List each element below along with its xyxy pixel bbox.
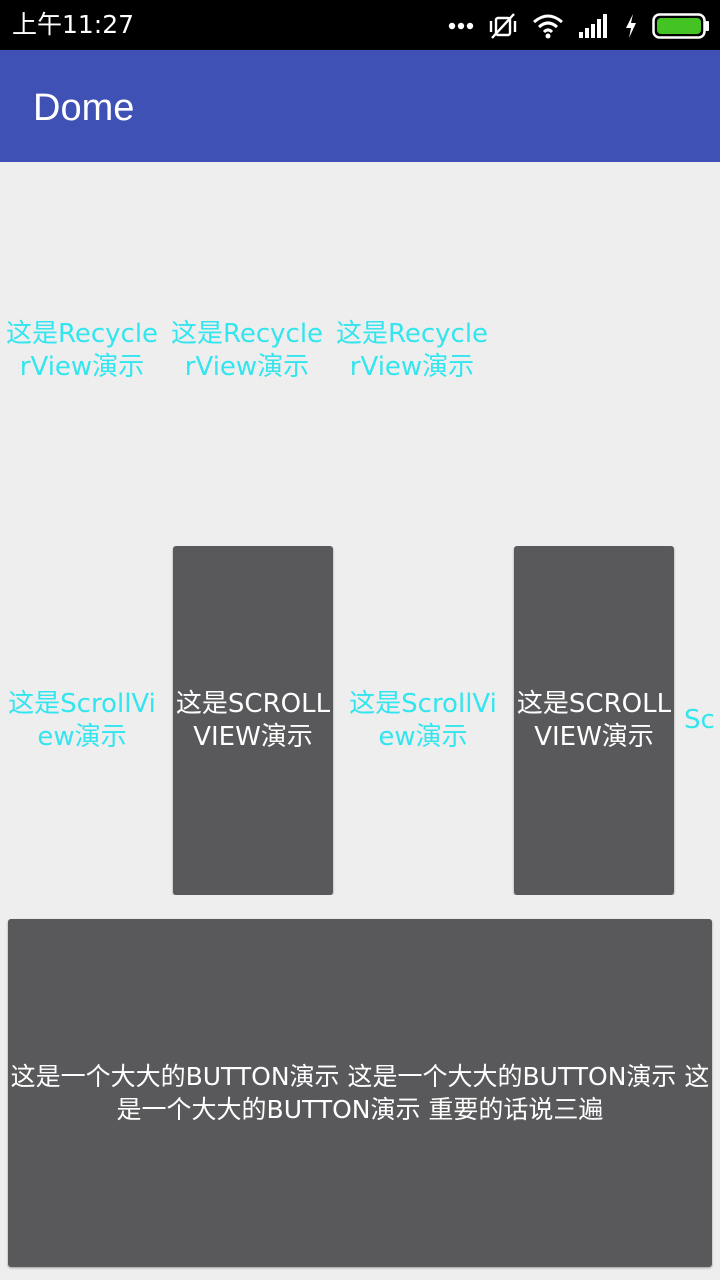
big-button[interactable]: 这是一个大大的BUTTON演示 这是一个大大的BUTTON演示 这是一个大大的B… <box>8 919 712 1267</box>
battery-icon <box>652 13 710 39</box>
recycler-item[interactable]: 这是RecyclerView演示 <box>335 319 489 382</box>
app-bar: Dome <box>0 50 720 162</box>
scroll-item-text: 这是ScrollView演示 <box>8 688 156 752</box>
status-bar: 上午11:27 <box>0 0 720 50</box>
recycler-item[interactable]: 这是RecyclerView演示 <box>170 319 324 382</box>
recycler-item[interactable]: 这是RecyclerView演示 <box>5 319 159 382</box>
more-dots-icon <box>448 22 474 30</box>
scroll-item-button[interactable]: 这是SCROLLVIEW演示 <box>514 546 674 895</box>
status-icons <box>448 12 710 40</box>
signal-icon <box>578 14 610 38</box>
horizontal-scroll-view[interactable]: 这是ScrollView演示 这是SCROLLVIEW演示 这是ScrollVi… <box>0 546 720 895</box>
scroll-item-button[interactable]: 这是SCROLLVIEW演示 <box>173 546 333 895</box>
scroll-item-text: 这是ScrollView演示 <box>349 688 497 752</box>
wifi-icon <box>532 13 564 39</box>
big-button-label: 这是一个大大的BUTTON演示 这是一个大大的BUTTON演示 这是一个大大的B… <box>10 1062 710 1124</box>
status-time: 上午11:27 <box>12 10 135 39</box>
recycler-view[interactable]: 这是RecyclerView演示 这是RecyclerView演示 这是Recy… <box>0 162 720 540</box>
scroll-item-text-partial: Sc <box>684 705 715 735</box>
app-title: Dome <box>33 87 135 129</box>
vibrate-off-icon <box>488 12 518 40</box>
charging-icon <box>624 14 638 38</box>
